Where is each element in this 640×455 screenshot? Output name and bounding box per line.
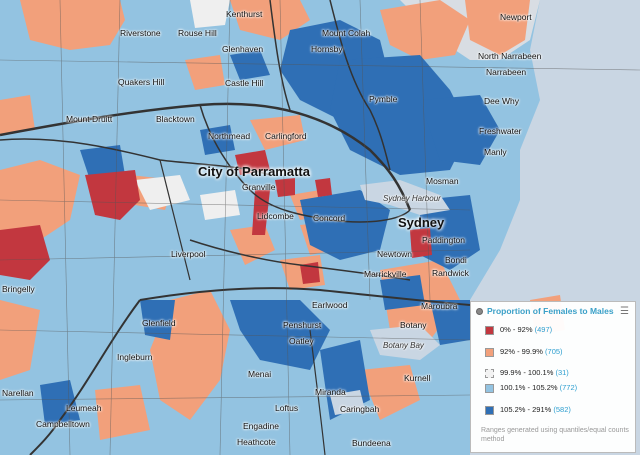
legend-range: 92% - 99.9%: [500, 347, 543, 356]
legend-swatch-class1: [485, 325, 494, 335]
place-label: Ingleburn: [117, 352, 153, 362]
place-label: Campbelltown: [36, 419, 90, 429]
legend-header: Proportion of Females to Males ☰: [476, 306, 631, 318]
place-label: Oatley: [289, 336, 314, 346]
place-label: Manly: [484, 147, 507, 157]
place-label: Newtown: [377, 249, 412, 259]
place-label: Bundeena: [352, 438, 391, 448]
place-label-parramatta: City of Parramatta: [198, 164, 310, 179]
legend-swatch-class5: [485, 405, 494, 415]
place-label: Rouse Hill: [178, 28, 217, 38]
class3-regions: [135, 0, 240, 220]
place-label: Botany: [400, 320, 427, 330]
legend-swatch-class3: [485, 368, 494, 378]
legend-item: 92% - 99.9% (705): [485, 347, 563, 359]
legend-count: (31): [555, 368, 569, 377]
legend-item: 105.2% - 291% (582): [485, 405, 571, 417]
legend-count: (582): [553, 405, 571, 414]
place-label: Riverstone: [120, 28, 161, 38]
place-label: Lidcombe: [257, 211, 294, 221]
legend-swatch-class4: [485, 383, 494, 393]
place-label: Loftus: [275, 403, 299, 413]
legend-title: Proportion of Females to Males: [487, 306, 614, 316]
place-label: Concord: [313, 213, 346, 223]
place-label: Caringbah: [340, 404, 380, 414]
legend-item: 0% - 92% (497): [485, 325, 552, 337]
place-label: Mosman: [426, 176, 459, 186]
place-label: Heathcote: [237, 437, 276, 447]
place-label: Hornsby: [311, 44, 343, 54]
water-label: Sydney Harbour: [383, 194, 441, 203]
place-label: Blacktown: [156, 114, 195, 124]
legend-count: (497): [534, 325, 553, 334]
legend-range: 100.1% - 105.2%: [500, 383, 558, 392]
place-label: Pymble: [369, 94, 398, 104]
place-label: Newport: [500, 12, 532, 22]
place-label: Randwick: [432, 268, 469, 278]
map-legend: Proportion of Females to Males ☰ 0% - 92…: [470, 301, 636, 453]
water-label: Botany Bay: [383, 341, 424, 350]
class1-regions: [0, 150, 432, 284]
place-label: Miranda: [315, 387, 346, 397]
place-label: Narrabeen: [486, 67, 527, 77]
place-label: Earlwood: [312, 300, 348, 310]
place-label: Menai: [248, 369, 272, 379]
place-label: Glenhaven: [222, 44, 264, 54]
place-label: Paddington: [422, 235, 466, 245]
legend-range: 105.2% - 291%: [500, 405, 552, 414]
place-label-sydney: Sydney: [398, 215, 445, 230]
place-label: Castle Hill: [225, 78, 264, 88]
place-label: Northmead: [208, 131, 251, 141]
place-label: Liverpool: [171, 249, 206, 259]
place-label: Mount Druitt: [66, 114, 113, 124]
place-label: Mount Colah: [322, 28, 371, 38]
legend-item: 99.9% - 100.1% (31): [485, 368, 569, 380]
place-label: North Narrabeen: [478, 51, 542, 61]
place-label: Quakers Hill: [118, 77, 165, 87]
place-label: Leumeah: [66, 403, 102, 413]
layer-toggle-icon[interactable]: [476, 308, 483, 315]
legend-note: Ranges generated using quantiles/equal c…: [481, 427, 629, 443]
place-label: Kenthurst: [226, 9, 263, 19]
place-label: Bringelly: [2, 284, 35, 294]
legend-swatch-class2: [485, 347, 494, 357]
place-label: Engadine: [243, 421, 279, 431]
place-label: Maroubra: [421, 301, 458, 311]
menu-icon[interactable]: ☰: [620, 306, 629, 317]
legend-count: (705): [545, 347, 563, 356]
place-label: Bondi: [445, 255, 467, 265]
legend-range: 99.9% - 100.1%: [500, 368, 554, 377]
place-label: Kurnell: [404, 373, 431, 383]
legend-range: 0% - 92%: [500, 325, 533, 334]
place-label: Marrickville: [364, 269, 407, 279]
place-label: Narellan: [2, 388, 34, 398]
road-network: [0, 0, 471, 455]
place-label: Dee Why: [484, 96, 519, 106]
legend-item: 100.1% - 105.2% (772): [485, 383, 577, 395]
place-label: Freshwater: [479, 126, 522, 136]
legend-count: (772): [559, 383, 578, 392]
place-label: Glenfield: [142, 318, 176, 328]
place-label: Penshurst: [283, 320, 322, 330]
place-label: Carlingford: [265, 131, 307, 141]
place-label: Granville: [242, 182, 276, 192]
